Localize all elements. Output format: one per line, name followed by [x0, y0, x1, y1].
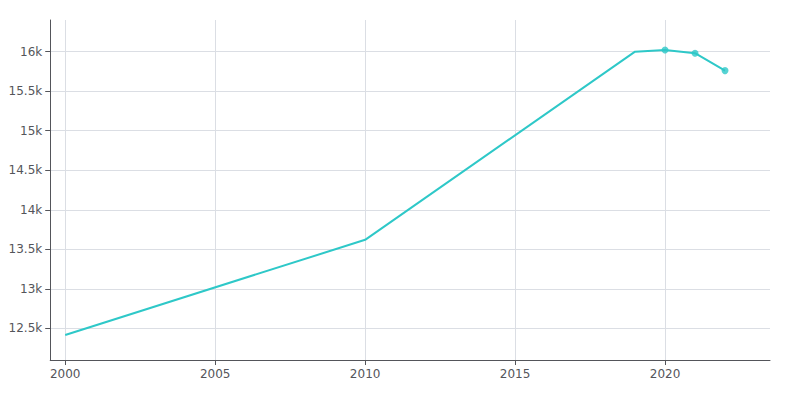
- svg-text:15.5k: 15.5k: [9, 84, 43, 98]
- svg-text:2005: 2005: [200, 367, 231, 381]
- svg-text:14.5k: 14.5k: [9, 163, 43, 177]
- svg-text:15k: 15k: [20, 124, 42, 138]
- svg-text:13.5k: 13.5k: [9, 242, 43, 256]
- svg-text:16k: 16k: [20, 45, 42, 59]
- svg-text:13k: 13k: [20, 282, 42, 296]
- svg-text:2010: 2010: [350, 367, 381, 381]
- svg-text:2020: 2020: [650, 367, 681, 381]
- svg-text:12.5k: 12.5k: [9, 321, 43, 335]
- svg-text:2000: 2000: [50, 367, 81, 381]
- svg-text:14k: 14k: [20, 203, 42, 217]
- svg-text:2015: 2015: [500, 367, 531, 381]
